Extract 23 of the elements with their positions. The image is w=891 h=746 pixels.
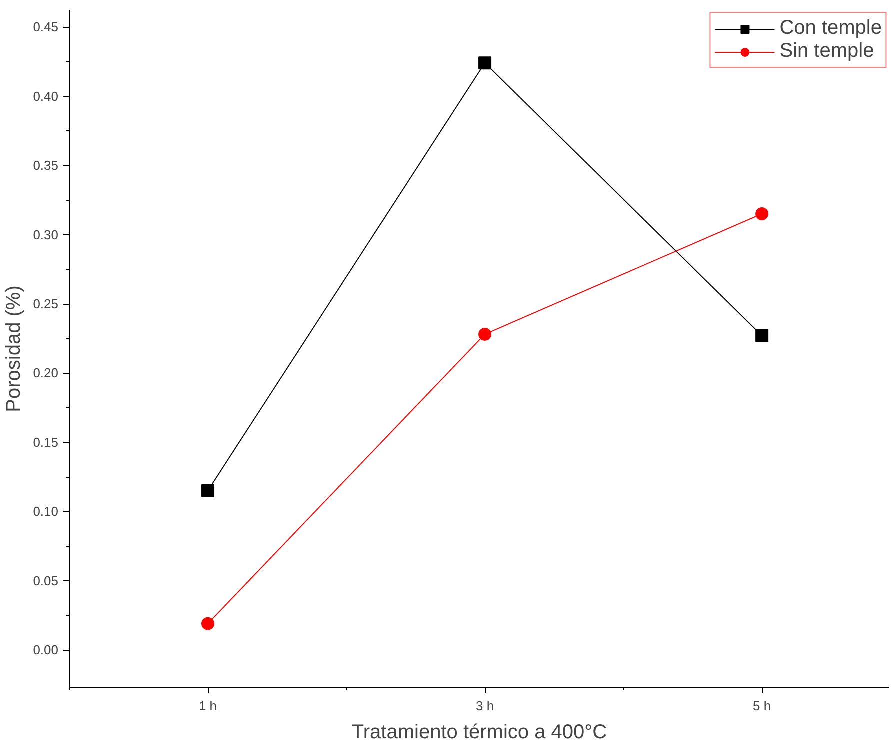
x-tick-label: 3 h [476,698,494,714]
y-tick-label: 0.35 [33,158,59,174]
x-tick-label: 5 h [753,698,772,714]
point [478,328,492,341]
x-tick-label: 1 h [198,698,218,714]
y-tick-label: 0.05 [33,573,59,588]
point [478,56,492,70]
y-tick-label: 0.00 [33,642,59,658]
y-tick-label: 0.25 [33,296,59,312]
point [202,617,215,630]
y-tick-label: 0.20 [33,366,59,381]
y-tick-label: 0.40 [33,88,59,104]
legend-label: Con temple [780,17,882,40]
y-axis-title: Porosidad (%) [3,286,26,412]
y-tick-label: 0.30 [33,227,59,242]
point [756,329,769,342]
point [202,484,215,498]
x-axis-title: Tratamiento térmico a 400°C [352,722,608,744]
y-tick-label: 0.15 [33,434,59,450]
y-tick-label: 0.45 [33,20,59,35]
y-tick-label: 0.10 [33,504,59,520]
point [756,208,769,221]
legend-label: Sin temple [780,40,874,63]
